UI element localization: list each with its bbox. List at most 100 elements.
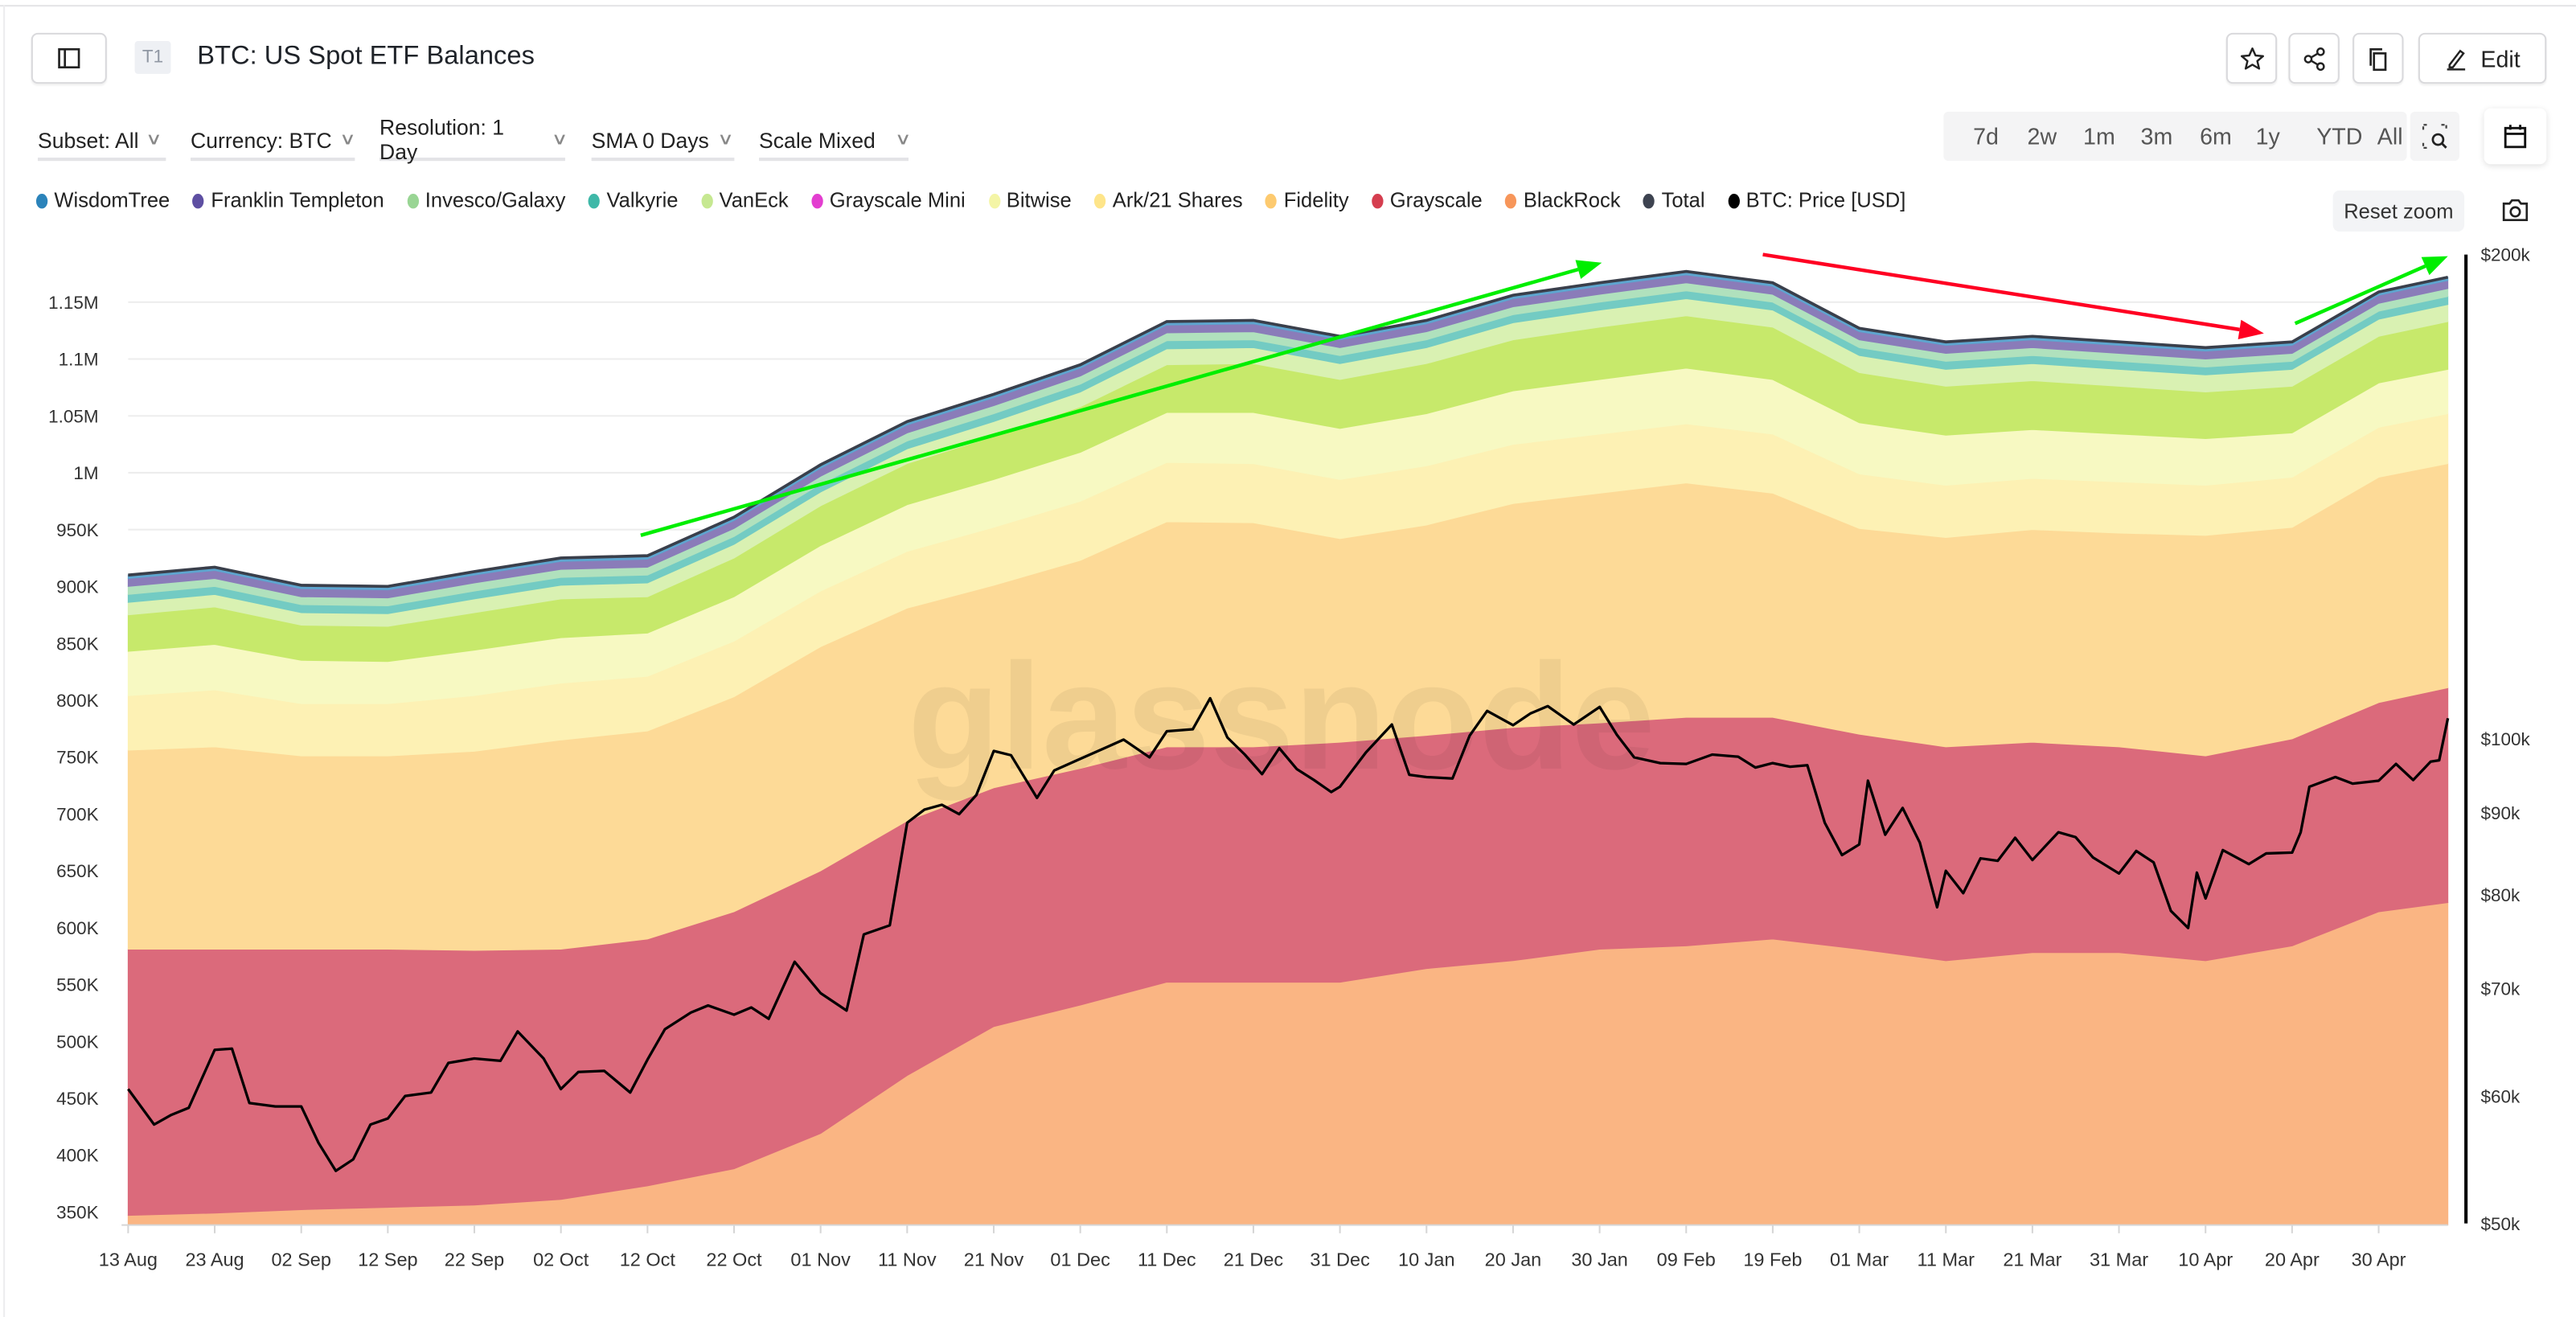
range-2w[interactable]: 2w <box>2027 123 2057 150</box>
y-tick-label: 900K <box>56 577 99 597</box>
legend-label: BlackRock <box>1523 188 1621 212</box>
x-tick-label: 21 Mar <box>2003 1249 2061 1270</box>
left-divider <box>3 5 6 1317</box>
x-tick-label: 20 Apr <box>2265 1249 2320 1270</box>
filter-label: Scale Mixed <box>759 127 876 152</box>
range-7d[interactable]: 7d <box>1973 123 1999 150</box>
legend-label: Bitwise <box>1006 188 1072 212</box>
legend-item[interactable]: Valkyrie <box>589 188 679 212</box>
legend-label: Grayscale <box>1389 188 1483 212</box>
legend-dot-icon <box>1094 192 1106 208</box>
legend-label: Valkyrie <box>606 188 679 212</box>
x-tick-label: 11 Dec <box>1138 1249 1196 1270</box>
y-tick-label: 800K <box>56 691 99 711</box>
y-tick-label: 700K <box>56 804 99 824</box>
date-picker-button[interactable] <box>2484 108 2547 165</box>
legend-item[interactable]: Total <box>1643 188 1705 212</box>
range-1y[interactable]: 1y <box>2255 123 2280 150</box>
legend-label: WisdomTree <box>54 188 170 212</box>
y-tick-label: 400K <box>56 1146 99 1166</box>
x-tick-label: 10 Apr <box>2178 1249 2233 1270</box>
legend-item[interactable]: Fidelity <box>1265 189 1349 211</box>
x-tick-label: 09 Feb <box>1657 1249 1716 1270</box>
favorite-button[interactable] <box>2225 32 2278 84</box>
x-tick-label: 02 Oct <box>533 1249 589 1270</box>
copy-button[interactable] <box>2352 32 2404 84</box>
sidebar-toggle-button[interactable] <box>31 32 107 84</box>
x-tick-label: 01 Nov <box>790 1249 851 1270</box>
zoom-select-button[interactable] <box>2410 111 2459 162</box>
legend-dot-icon <box>1265 192 1278 208</box>
y-tick-label: 750K <box>56 748 99 768</box>
range-6m[interactable]: 6m <box>2200 123 2232 150</box>
chevron-down-icon: ∨ <box>716 130 734 149</box>
legend-item[interactable]: BTC: Price [USD] <box>1728 189 1905 211</box>
sidebar-toggle-icon <box>58 47 80 69</box>
legend-label: Franklin Templeton <box>211 188 384 212</box>
x-tick-label: 21 Dec <box>1224 1249 1284 1270</box>
camera-icon[interactable] <box>2500 197 2530 224</box>
x-tick-label: 13 Aug <box>99 1249 158 1270</box>
legend-dot-icon <box>589 192 601 208</box>
filter-dropdown[interactable]: Resolution: 1 Day ∨ <box>379 115 568 164</box>
area-layers <box>127 271 2449 1226</box>
edit-button[interactable]: Edit <box>2418 32 2547 84</box>
range-all[interactable]: All <box>2377 123 2403 150</box>
legend-item[interactable]: Franklin Templeton <box>192 188 384 212</box>
legend-dot-icon <box>701 192 713 208</box>
x-tick-label: 30 Apr <box>2352 1249 2406 1270</box>
legend-label: Total <box>1661 188 1705 212</box>
x-tick-label: 21 Nov <box>964 1249 1024 1270</box>
y2-tick-label: $200k <box>2481 245 2531 265</box>
chevron-down-icon: ∨ <box>146 130 163 149</box>
reset-zoom-button[interactable]: Reset zoom <box>2332 190 2465 232</box>
x-tick-label: 19 Feb <box>1743 1249 1802 1270</box>
x-tick-label: 22 Sep <box>445 1249 504 1270</box>
chevron-down-icon: ∨ <box>338 130 356 149</box>
share-button[interactable] <box>2288 32 2340 84</box>
page-title: BTC: US Spot ETF Balances <box>197 43 535 71</box>
trend-arrow-head-icon <box>1575 260 1602 279</box>
filter-label: Currency: BTC <box>191 127 332 152</box>
btc-price-line <box>127 696 2450 1172</box>
legend-item[interactable]: Invesco/Galaxy <box>407 189 565 211</box>
pencil-icon <box>2447 48 2465 70</box>
filter-dropdown[interactable]: Scale Mixed ∨ <box>759 121 911 162</box>
legend-item[interactable]: BlackRock <box>1505 188 1621 212</box>
x-tick-label: 11 Nov <box>878 1249 937 1270</box>
y2-tick-label: $100k <box>2481 729 2531 749</box>
y2-tick-label: $90k <box>2481 803 2521 823</box>
legend-dot-icon <box>1728 192 1740 208</box>
edit-label: Edit <box>2480 45 2521 72</box>
y-tick-label: 450K <box>56 1089 99 1109</box>
legend-item[interactable]: VanEck <box>701 189 789 211</box>
filter-dropdown[interactable]: Currency: BTC ∨ <box>191 121 356 162</box>
legend-item[interactable]: Ark/21 Shares <box>1094 189 1243 211</box>
x-tick-label: 31 Mar <box>2090 1249 2148 1270</box>
legend-dot-icon <box>1372 192 1384 208</box>
filter-dropdown[interactable]: Subset: All ∨ <box>37 121 166 162</box>
legend-item[interactable]: Grayscale <box>1372 188 1483 212</box>
x-tick-label: 01 Mar <box>1830 1249 1889 1270</box>
filter-label: Subset: All <box>37 127 139 152</box>
legend-label: Grayscale Mini <box>829 188 966 212</box>
y-tick-label: 1.15M <box>48 293 98 313</box>
x-tick-label: 23 Aug <box>185 1249 244 1270</box>
range-ytd[interactable]: YTD <box>2316 123 2363 150</box>
y-tick-label: 650K <box>56 861 99 881</box>
legend-item[interactable]: Bitwise <box>988 188 1072 212</box>
copy-icon <box>2369 47 2386 71</box>
legend-dot-icon <box>35 192 48 208</box>
trend-arrow-head-icon <box>2421 256 2448 276</box>
x-tick-label: 31 Dec <box>1310 1249 1370 1270</box>
legend-item[interactable]: Grayscale Mini <box>811 188 966 212</box>
x-tick-label: 12 Sep <box>358 1249 417 1270</box>
filter-dropdown[interactable]: SMA 0 Days ∨ <box>591 121 735 162</box>
chart-legend: WisdomTree Franklin Templeton Invesco/Gala… <box>35 188 1905 212</box>
x-tick-label: 30 Jan <box>1571 1249 1628 1270</box>
trend-arrow-line <box>640 267 1579 537</box>
range-3m[interactable]: 3m <box>2140 123 2173 150</box>
range-1m[interactable]: 1m <box>2083 123 2115 150</box>
y2-tick-label: $50k <box>2481 1214 2521 1234</box>
legend-item[interactable]: WisdomTree <box>35 188 170 212</box>
